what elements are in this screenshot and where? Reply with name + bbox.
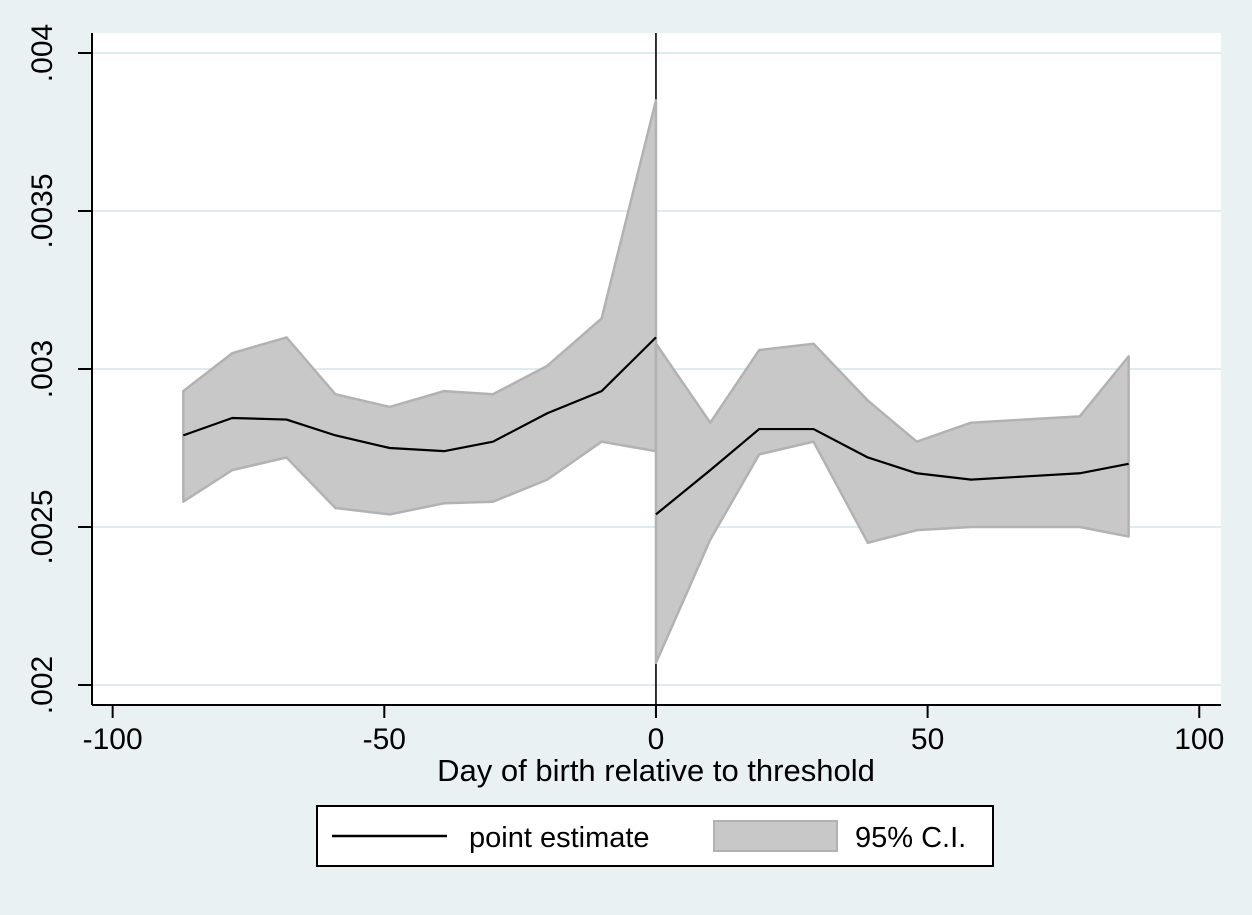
axis-tick-labels: .002 .0025 .003 .0035 .004 -100 -50 0 50 100 <box>26 24 1224 756</box>
y-tick-label: .0035 <box>26 173 59 248</box>
y-tick-label: .002 <box>26 656 59 714</box>
y-tick-label: .004 <box>26 24 59 82</box>
x-tick-label: 0 <box>648 723 665 756</box>
confidence-bands <box>182 99 1130 665</box>
axis-ticks <box>78 52 1201 718</box>
x-tick-label: -100 <box>83 723 143 756</box>
legend: point estimate 95% C.I. <box>316 805 994 867</box>
x-axis-title: Day of birth relative to threshold <box>437 753 875 788</box>
y-tick-label: .0025 <box>26 489 59 564</box>
x-tick-label: 50 <box>911 723 944 756</box>
x-tick-label: 100 <box>1174 723 1224 756</box>
point-estimate-line <box>182 336 657 453</box>
legend-band-label: 95% C.I. <box>855 822 966 854</box>
point-estimate-line <box>655 427 1129 516</box>
legend-band-swatch <box>713 820 838 852</box>
x-tick-label: -50 <box>363 723 406 756</box>
estimate-lines <box>182 336 1129 516</box>
ci-band <box>654 342 1130 665</box>
y-tick-label: .003 <box>26 340 59 398</box>
legend-line-label: point estimate <box>469 822 650 854</box>
